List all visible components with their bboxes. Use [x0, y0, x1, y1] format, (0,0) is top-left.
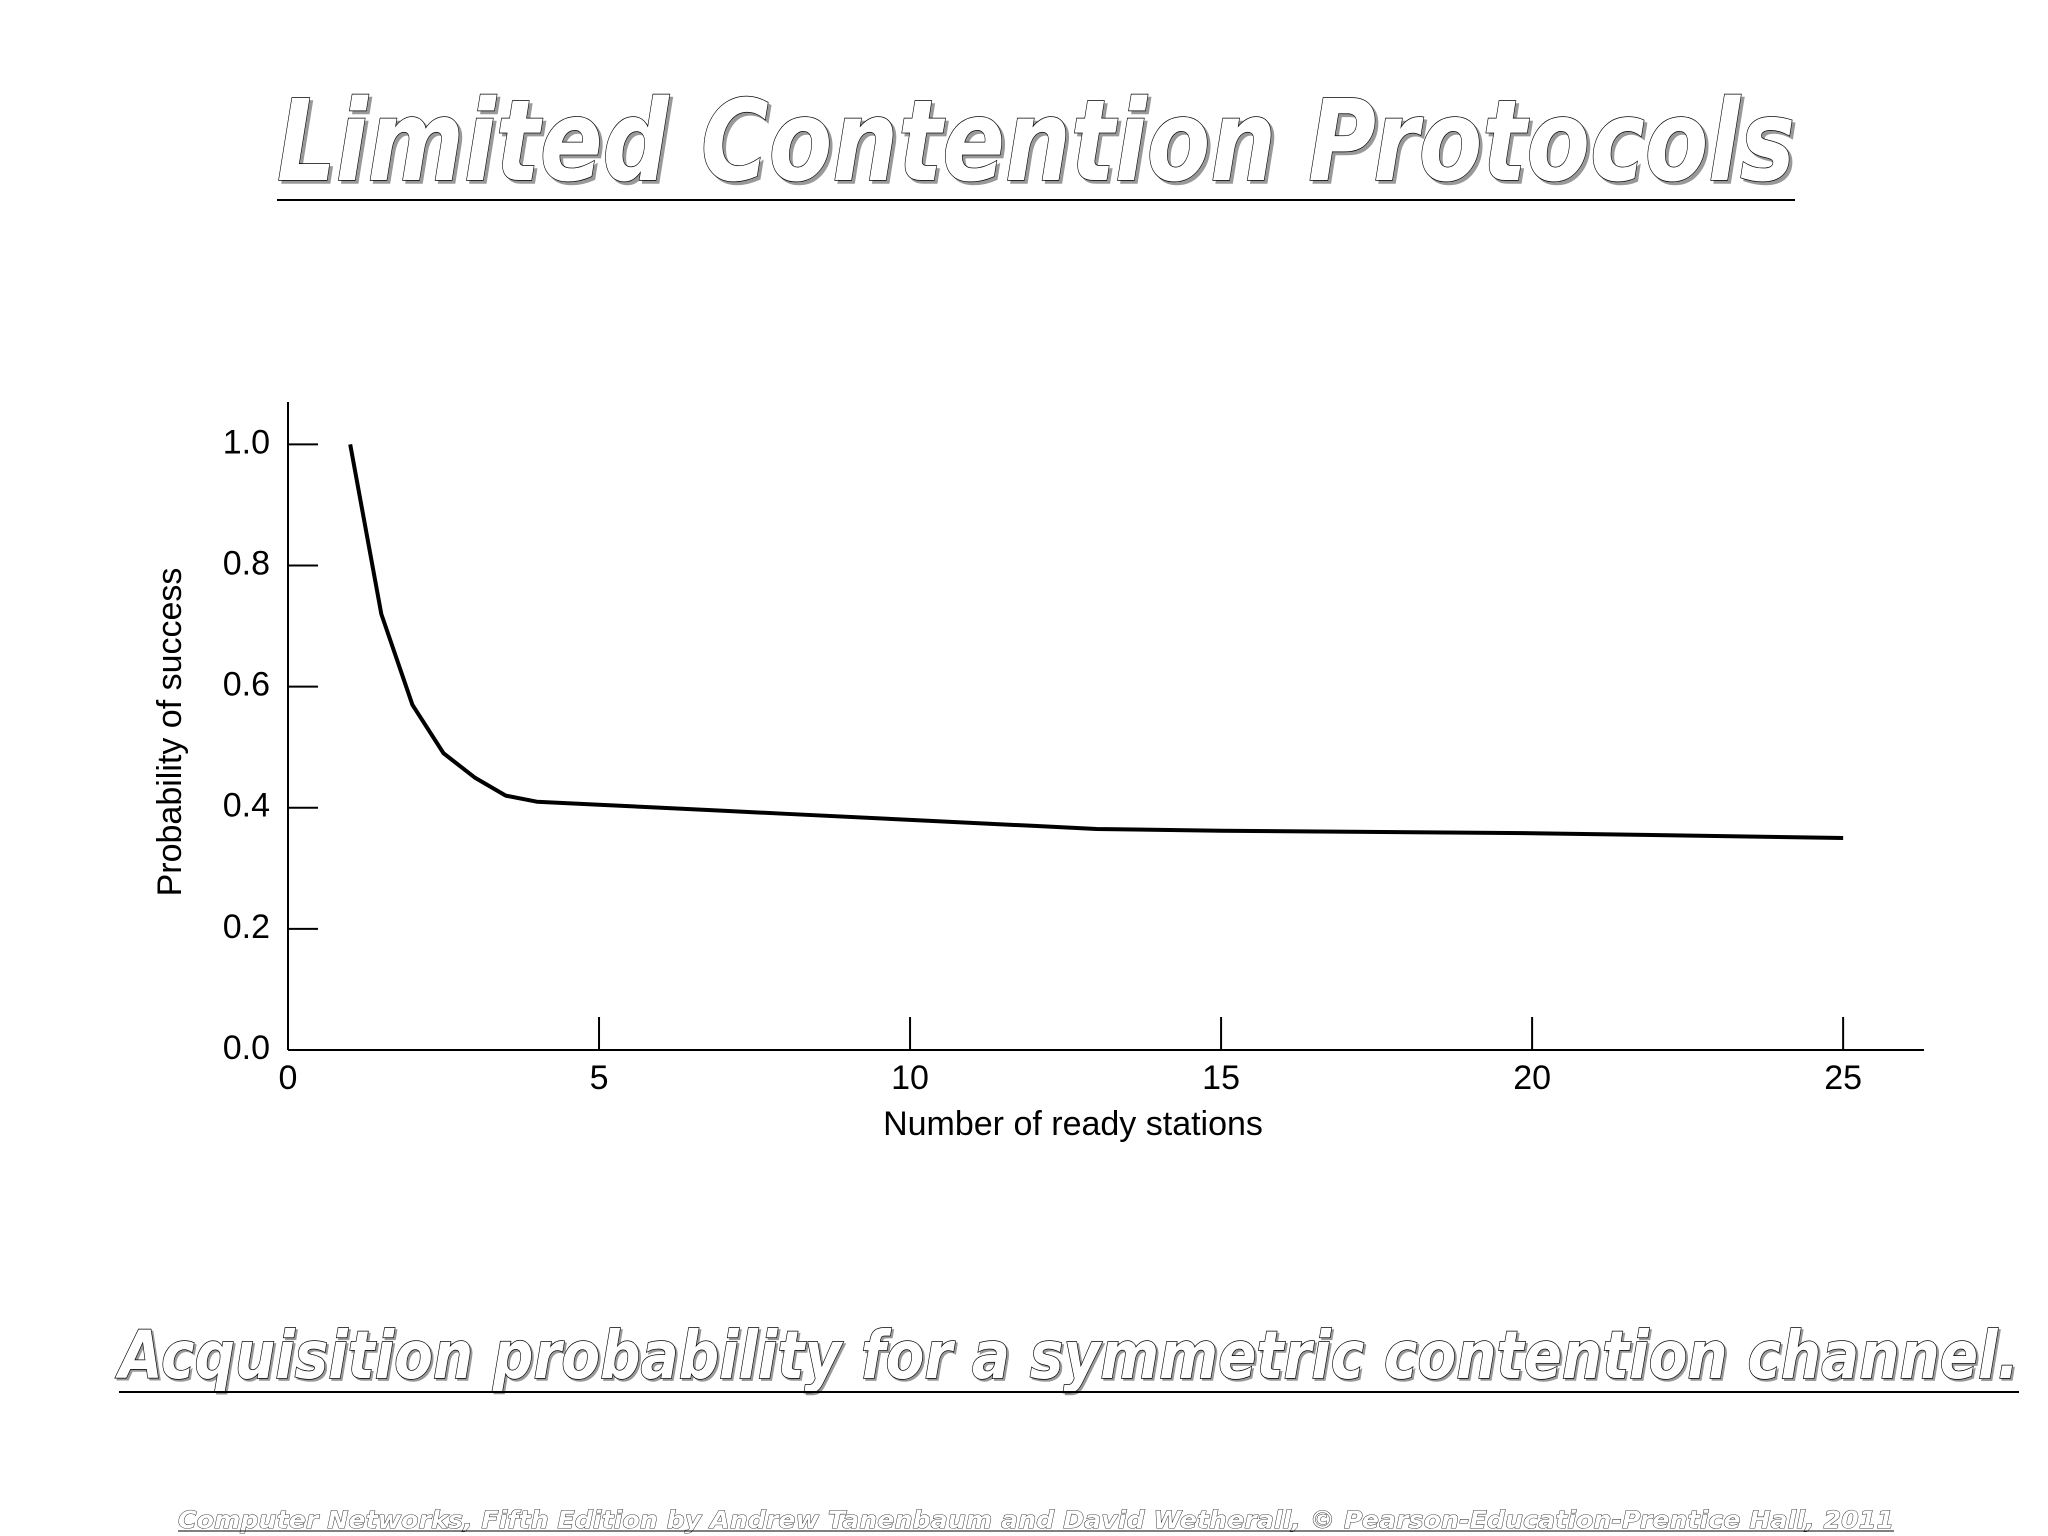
x-tick-label: 25	[1824, 1059, 1862, 1097]
x-tick-label: 0	[279, 1059, 298, 1097]
y-tick-label: 0.8	[223, 544, 270, 582]
x-tick-label: 5	[590, 1059, 609, 1097]
y-tick-label: 0.6	[223, 666, 270, 704]
y-tick-label: 0.4	[223, 787, 270, 825]
x-axis-label: Number of ready stations	[883, 1105, 1263, 1143]
y-tick-label: 1.0	[223, 423, 270, 461]
x-tick-label: 15	[1202, 1059, 1240, 1097]
x-tick-label: 20	[1513, 1059, 1551, 1097]
slide-footer: Computer Networks, Fifth Edition by Andr…	[178, 1506, 1894, 1534]
y-tick-label: 0.2	[223, 908, 270, 946]
y-axis-label: Probability of success	[151, 568, 189, 897]
slide-title: Limited Contention Protocols	[277, 77, 1795, 207]
line-series	[348, 444, 1844, 841]
y-tick-label: 0.0	[223, 1029, 270, 1067]
slide-caption: Acquisition probability for a symmetric …	[115, 1317, 2019, 1394]
x-tick-label: 10	[891, 1059, 929, 1097]
